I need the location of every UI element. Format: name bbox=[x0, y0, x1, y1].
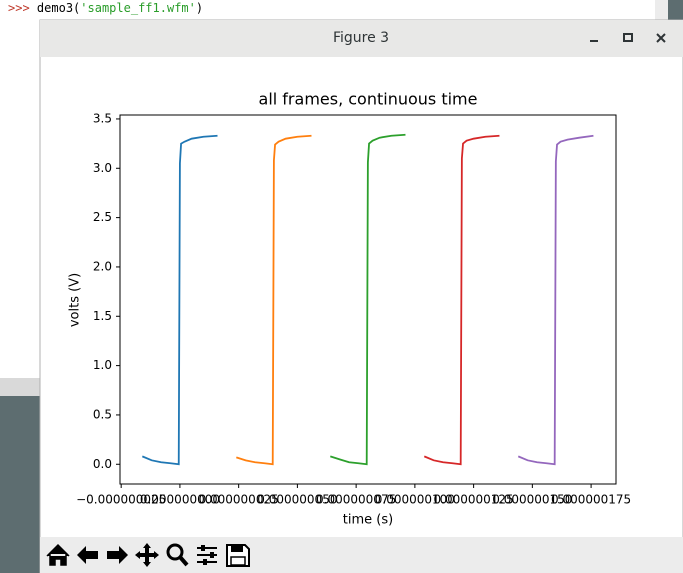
data-line bbox=[141, 134, 218, 466]
axes-frame bbox=[119, 114, 617, 485]
icon bbox=[656, 33, 666, 43]
minimize-button[interactable] bbox=[584, 28, 604, 48]
icon bbox=[230, 556, 246, 566]
argument: 'sample_ff1.wfm' bbox=[80, 1, 196, 15]
close-button[interactable] bbox=[651, 28, 671, 48]
y-tick-label: 1.5 bbox=[93, 309, 112, 323]
icon bbox=[231, 545, 243, 552]
chart-title: all frames, continuous time bbox=[259, 90, 478, 109]
y-tick-label: 2.5 bbox=[93, 210, 112, 224]
y-tick-label: 3.0 bbox=[93, 161, 112, 175]
forward-button[interactable] bbox=[105, 542, 131, 568]
command-close: ) bbox=[196, 1, 203, 15]
x-tick-label: 0.000000025 bbox=[199, 493, 279, 507]
chart: all frames, continuous time time (s) vol… bbox=[68, 90, 632, 528]
x-tick-label: 0.000000100 bbox=[375, 493, 455, 507]
home-button[interactable] bbox=[45, 542, 71, 568]
icon bbox=[210, 552, 214, 558]
button-area[interactable] bbox=[618, 28, 638, 48]
data-line bbox=[236, 134, 312, 466]
y-tick-label: 0.0 bbox=[93, 457, 112, 471]
icon bbox=[166, 543, 184, 561]
pan-button[interactable] bbox=[135, 542, 161, 568]
window-title: Figure 3 bbox=[333, 30, 389, 46]
zoom-button[interactable] bbox=[165, 542, 191, 568]
x-tick-label: 0.000000000 bbox=[140, 493, 220, 507]
icon bbox=[178, 555, 189, 567]
y-tick-label: 1.0 bbox=[93, 358, 112, 372]
icon bbox=[77, 546, 98, 564]
data-line bbox=[423, 134, 500, 466]
configure-button[interactable] bbox=[195, 542, 221, 568]
data-line bbox=[517, 134, 594, 466]
save-button[interactable] bbox=[225, 542, 251, 568]
x-axis-label: time (s) bbox=[343, 513, 393, 528]
icon bbox=[46, 543, 70, 566]
command: demo3( bbox=[37, 1, 80, 15]
icon bbox=[623, 33, 633, 42]
x-tick-label: 0.000000175 bbox=[551, 493, 631, 507]
y-tick-label: 0.5 bbox=[93, 407, 112, 421]
button-area[interactable] bbox=[584, 28, 604, 48]
x-tick-label: 0.000000125 bbox=[434, 493, 514, 507]
x-tick-label: 0.000000075 bbox=[316, 493, 396, 507]
x-tick-label: 0.000000050 bbox=[257, 493, 337, 507]
icon bbox=[201, 545, 205, 551]
y-tick-label: 3.5 bbox=[93, 111, 112, 125]
back-button[interactable] bbox=[75, 542, 101, 568]
maximize-button[interactable] bbox=[618, 28, 638, 48]
y-tick-label: 2.0 bbox=[93, 259, 112, 273]
icon bbox=[203, 559, 207, 565]
icon bbox=[135, 543, 159, 567]
y-axis-label: volts (V) bbox=[68, 273, 83, 327]
icon bbox=[107, 546, 128, 564]
x-tick-label: 0.000000150 bbox=[492, 493, 572, 507]
prompt: >>> bbox=[8, 1, 30, 15]
title-bar bbox=[40, 20, 683, 57]
x-tick-label: −0.000000025 bbox=[76, 493, 166, 507]
terminal-line: >>> demo3('sample_ff1.wfm') bbox=[8, 1, 203, 15]
data-line bbox=[330, 133, 406, 466]
